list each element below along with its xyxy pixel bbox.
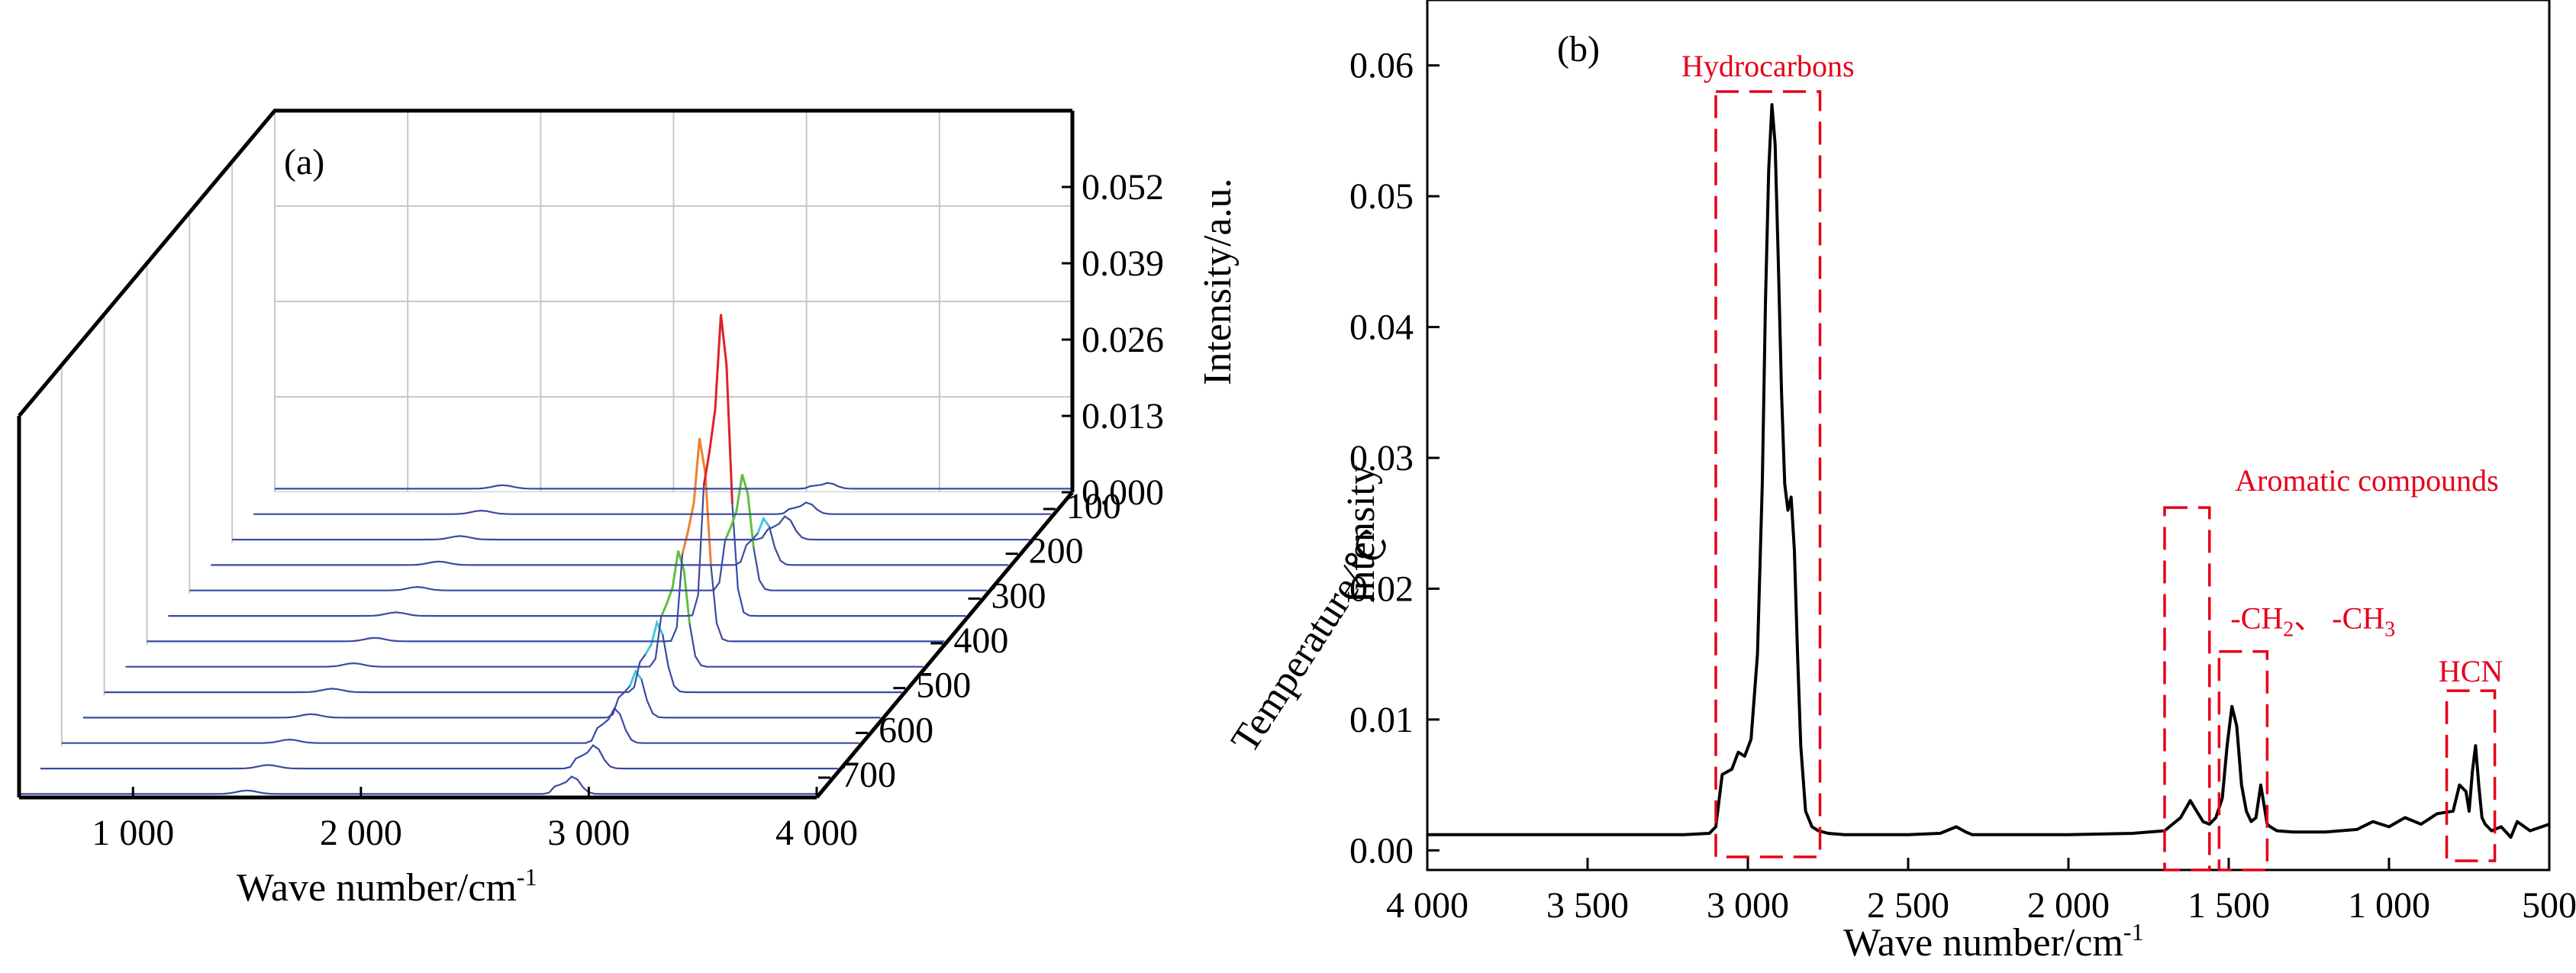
annotation-box	[2217, 649, 2269, 872]
annotation-label: HCN	[2439, 654, 2503, 688]
spectrum-peak	[724, 474, 755, 548]
x-tick-label: 1 000	[92, 813, 174, 853]
spectrum-slice	[275, 482, 1072, 490]
x-tick-label: 2 500	[1867, 885, 1949, 926]
panel-label-a: (a)	[284, 142, 324, 182]
y-tick-label: 500	[916, 665, 971, 706]
y-tick-label: 0.05	[1349, 176, 1414, 217]
floor-plane	[19, 492, 1072, 797]
annotation-box	[2445, 689, 2497, 862]
y-tick-label: 0.01	[1349, 700, 1414, 740]
spectrum-slice	[232, 515, 1030, 541]
x-tick-label: 3 500	[1546, 885, 1629, 926]
spectrum-peak	[702, 314, 733, 504]
y-axis-title-b: Intensity	[1340, 465, 1383, 604]
spectrum-peak	[756, 516, 771, 534]
y-tick-label: 200	[1029, 531, 1084, 572]
x-tick-label: 3 000	[1707, 885, 1789, 926]
frame-depth-edge	[815, 491, 1074, 799]
z-tick-label: 0.013	[1082, 396, 1164, 437]
line-chart: 0.00 0.01 0.02 0.03 0.04 0.05 0.06 4 000 3 500 3…	[1340, 0, 2576, 965]
x-ticks: 4 000 3 500 3 000 2 500 2 000 1 500 1 000 500	[1386, 858, 2576, 926]
x-tick-label: 2 000	[320, 813, 402, 853]
x-tick-label: 1 000	[2348, 885, 2430, 926]
z-tick-label: 0.026	[1082, 320, 1164, 360]
axes-frame	[17, 108, 1075, 800]
spectrum-slice	[82, 669, 881, 719]
annotation-subscript: 2	[2283, 618, 2294, 642]
x-axis-title-sup: -1	[517, 863, 537, 891]
spectrum-slice	[19, 775, 817, 795]
spectrum-peak	[628, 669, 643, 687]
z-axis-title-a: Intensity/a.u.	[1196, 178, 1240, 385]
annotation-label: -CH2、 -CH3	[2230, 601, 2395, 642]
x-axis-title-text: Wave number/cm	[237, 866, 517, 910]
y-tick-label: 0.00	[1349, 830, 1414, 871]
y-tick-label: 300	[991, 575, 1046, 616]
x-tick-label: 2 000	[2027, 885, 2110, 926]
y-tick-label: 0.06	[1349, 46, 1414, 86]
y-tick-label: 600	[879, 710, 933, 750]
annotation-label: Hydrocarbons	[1681, 49, 1855, 83]
z-tick-label: 0.000	[1082, 472, 1164, 513]
spectrum-slice	[168, 314, 966, 617]
x-tick-label: 1 500	[2188, 885, 2270, 926]
annotation-label: Aromatic compounds	[2235, 463, 2499, 498]
x-tick-label: 3 000	[547, 813, 630, 853]
spectrum-slice	[61, 707, 859, 744]
panel-label-b: (b)	[1557, 29, 1600, 69]
back-wall-grid	[18, 110, 1073, 797]
z-tick-label: 0.039	[1082, 243, 1164, 284]
y-tick-label: 0.03	[1349, 438, 1414, 478]
x-axis-title-b: Wave number/cm-1	[1843, 918, 2144, 965]
annotation-boxes: Hydrocarbons Aromatic compounds -CH2、 -CH3…	[1681, 49, 2503, 872]
spectrum-slice	[211, 517, 1009, 566]
y-tick-label: 0.02	[1349, 569, 1414, 609]
annotation-box	[2163, 506, 2211, 872]
y-tick-label: 0.04	[1349, 308, 1414, 348]
spectrum-slice	[147, 438, 945, 643]
x-tick-label: 4 000	[1386, 885, 1469, 926]
spectrum-slice	[125, 550, 924, 668]
z-tick-labels: 0.000 0.013 0.026 0.039 0.052	[1062, 167, 1164, 513]
x-tick-labels: 1 000 2 000 3 000 4 000	[92, 787, 858, 853]
x-axis-title-text: Wave number/cm	[1843, 921, 2123, 965]
spectrum-slice	[189, 474, 988, 591]
y-tick-label: 100	[1066, 486, 1121, 527]
y-ticks: 0.00 0.01 0.02 0.03 0.04 0.05 0.06	[1349, 46, 1440, 871]
frame-top-edge	[18, 108, 1072, 417]
annotation-box	[1714, 90, 1822, 859]
spectrum-slice	[253, 501, 1052, 515]
y-tick-label: 700	[841, 755, 896, 795]
plot-frame	[1426, 0, 2551, 872]
x-axis-title-sup: -1	[2123, 918, 2144, 946]
z-tick-label: 0.052	[1082, 167, 1164, 208]
intensity-line	[1427, 103, 2550, 839]
spectrum-peak	[659, 550, 691, 624]
annotation-text: -CH	[2230, 601, 2283, 636]
spectrum-slice	[40, 744, 838, 770]
x-tick-label: 4 000	[775, 813, 858, 853]
x-axis-title-a: Wave number/cm-1	[237, 863, 537, 910]
y-tick-label: 400	[953, 620, 1008, 661]
spectra-slices	[19, 314, 1072, 795]
annotation-text: 、 -CH	[2294, 601, 2384, 636]
x-tick-label: 500	[2522, 885, 2576, 926]
spectrum-slice	[104, 620, 902, 694]
annotation-subscript: 3	[2384, 618, 2395, 642]
